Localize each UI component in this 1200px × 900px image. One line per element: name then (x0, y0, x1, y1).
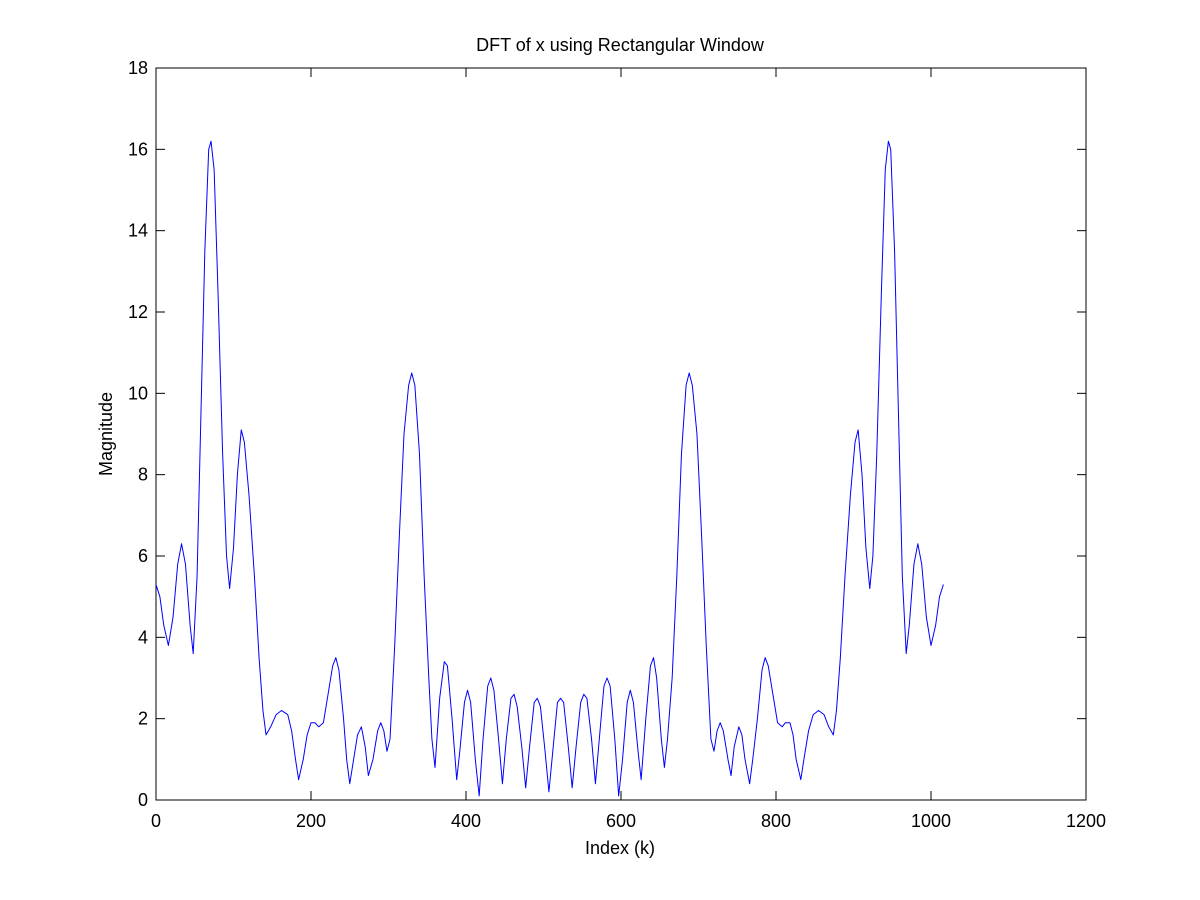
x-tick-label: 200 (296, 811, 326, 831)
y-tick-label: 16 (128, 139, 148, 159)
axes-box (155, 67, 1087, 801)
y-tick-label: 14 (128, 221, 148, 241)
y-tick-label: 10 (128, 383, 148, 403)
x-tick-label: 1200 (1066, 811, 1106, 831)
y-tick-label: 0 (138, 790, 148, 810)
x-tick-label: 600 (606, 811, 636, 831)
y-tick-label: 2 (138, 709, 148, 729)
x-tick-label: 1000 (911, 811, 951, 831)
plot-area: 0 200 400 600 800 1000 1200 0 2 4 6 8 10 12 14 16 18 (128, 58, 1106, 831)
x-tick-label: 400 (451, 811, 481, 831)
y-axis-title: Magnitude (96, 392, 116, 476)
y-tick-label: 18 (128, 58, 148, 78)
series-line (155, 140, 944, 797)
chart-title: DFT of x using Rectangular Window (476, 35, 765, 55)
y-tick-label: 4 (138, 627, 148, 647)
y-tick-label: 6 (138, 546, 148, 566)
y-tick-label: 12 (128, 302, 148, 322)
x-tick-label: 800 (761, 811, 791, 831)
x-tick-label: 0 (151, 811, 161, 831)
x-axis-title: Index (k) (585, 838, 655, 858)
y-tick-label: 8 (138, 465, 148, 485)
